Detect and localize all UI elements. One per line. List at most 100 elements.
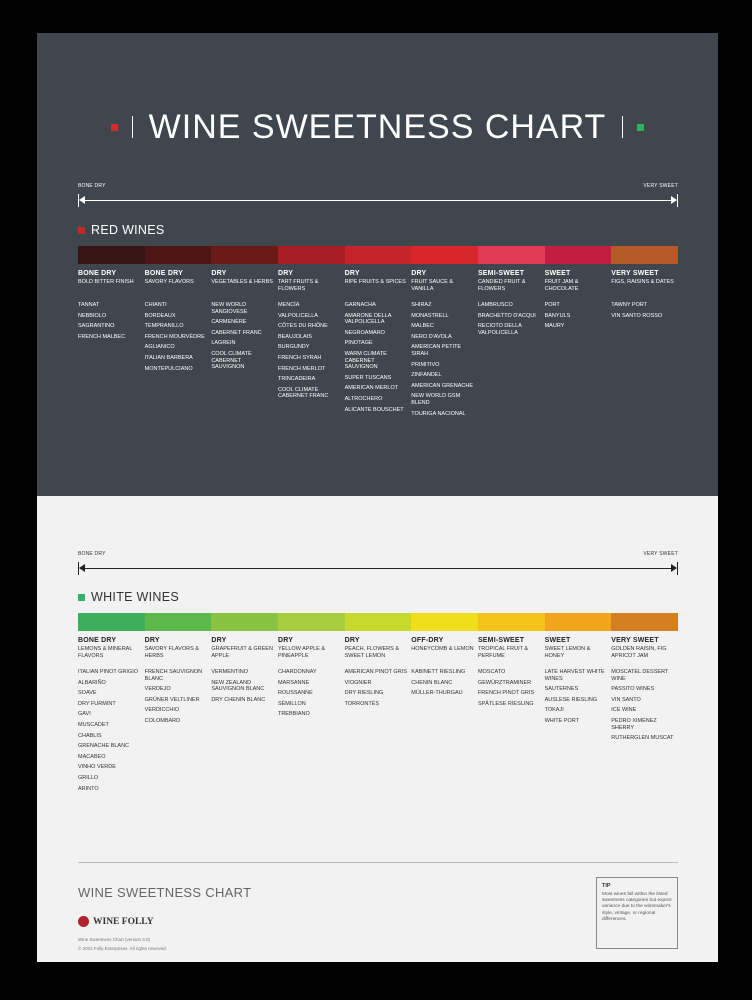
wine-list: LATE HARVEST WHITE WINES SAUTERNES AUSLESE… — [545, 669, 608, 725]
red-wines-header: RED WINES — [78, 223, 165, 237]
band-segment — [278, 613, 345, 631]
wine-item: TORRONTÉS — [344, 700, 380, 707]
sweetness-column: VERY SWEET FIGS, RAISINS & DATES TAWNY POR… — [611, 270, 678, 421]
footer-title: WINE SWEETNESS CHART — [78, 885, 252, 900]
sweetness-column: DRY FRUIT SAUCE & VANILLA SHIRAZ MONASTRELL… — [411, 270, 478, 421]
wine-item: GRÜNER VELTLINER — [144, 696, 200, 703]
scale-tick-left — [78, 194, 79, 207]
column-heading: DRY — [344, 270, 360, 277]
column-subheading: SWEET LEMON & HONEY — [544, 646, 591, 659]
wine-item: ALTROCHERO — [344, 395, 383, 402]
sweetness-column: DRY GRAPEFRUIT & GREEN APPLE VERMENTINO NEW… — [211, 637, 278, 796]
green-square-icon — [637, 123, 645, 131]
wine-item: DRY FURMINT — [78, 700, 116, 707]
poster: WINE SWEETNESS CHART BONE DRY VERY SWEET… — [37, 33, 718, 962]
wine-item: GAVI — [78, 711, 91, 718]
scale-left-label: BONE DRY — [78, 551, 106, 557]
footer-divider — [78, 862, 678, 863]
wine-list: PORT BANYULS MAURY — [545, 302, 608, 330]
wine-list: MENCÍA VALPOLICELLA CÔTES DU RHÔNE BEAUJOLA… — [278, 302, 341, 400]
wine-item: FRENCH PINOT GRIS — [477, 690, 535, 697]
wine-item: NERO D'AVOLA — [411, 333, 452, 340]
band-segment — [611, 246, 679, 264]
white-columns: BONE DRY LEMONS & MINERAL FLAVORS ITALIAN … — [78, 637, 678, 796]
red-square-marker-icon — [78, 226, 85, 234]
column-subheading: VEGETABLES & HERBS — [211, 279, 273, 285]
title-row: WINE SWEETNESS CHART — [37, 107, 718, 147]
column-subheading: PEACH, FLOWERS & SWEET LEMON — [344, 646, 400, 659]
band-segment — [78, 613, 145, 631]
wine-item: PASSITO WINES — [611, 686, 655, 693]
wine-item: ALICANTE BOUSCHET — [344, 406, 404, 413]
wine-list: CHIANTI BORDEAUX TEMPRANILLO FRENCH MOURVÈD… — [145, 302, 208, 372]
wine-item: PEDRO XIMÉNEZ SHERRY — [611, 717, 657, 731]
column-heading: BONE DRY — [78, 270, 117, 277]
arrow-right-icon — [671, 564, 677, 572]
wine-item: BRACHETTO D'ACQUI — [477, 312, 536, 319]
wine-item: TOKAJI — [544, 707, 564, 714]
column-heading: VERY SWEET — [611, 270, 659, 277]
column-subheading: YELLOW APPLE & PINEAPPLE — [277, 646, 326, 659]
band-segment — [278, 246, 345, 264]
column-subheading: SAVORY FLAVORS — [144, 279, 194, 285]
scale-tick-right — [677, 562, 678, 575]
scale-line — [80, 568, 676, 569]
wine-item: DRY RIESLING — [344, 690, 384, 697]
band-segment — [344, 613, 412, 631]
wine-item: CHABLIS — [78, 732, 102, 739]
wine-item: SPÄTLESE RIESLING — [477, 700, 534, 707]
wine-item: LAGREIN — [211, 340, 236, 347]
wine-item: GRENACHE BLANC — [78, 743, 130, 750]
red-color-band — [78, 246, 679, 264]
column-subheading: FRUIT SAUCE & VANILLA — [411, 279, 454, 292]
scale-left-label: BONE DRY — [78, 183, 106, 189]
scale-tick-left — [78, 562, 79, 575]
wine-item: FRENCH SYRAH — [277, 354, 322, 361]
sweetness-column: SWEET FRUIT JAM & CHOCOLATE PORT BANYULS MAU… — [545, 270, 612, 421]
white-wines-section: BONE DRY VERY SWEET WHITE WINES BONE DRY… — [37, 496, 718, 962]
sweetness-column: BONE DRY SAVORY FLAVORS CHIANTI BORDEAUX TEM… — [145, 270, 212, 421]
wine-item: NEBBIOLO — [78, 312, 107, 319]
wine-item: NEW WORLD SANGIOVESE — [211, 302, 248, 315]
wine-item: FRENCH MOURVÈDRE — [144, 333, 205, 340]
column-subheading: RIPE FRUITS & SPICES — [344, 279, 406, 285]
wine-item: BURGUNDY — [277, 344, 310, 351]
column-subheading: HONEYCOMB & LEMON — [411, 646, 474, 652]
wine-item: FRENCH MALBEC — [78, 333, 126, 340]
wine-item: TANNAT — [78, 302, 100, 308]
wine-item: VIN SANTO ROSSO — [611, 312, 663, 319]
sweetness-column: DRY VEGETABLES & HERBS NEW WORLD SANGIOVES… — [211, 270, 278, 421]
wine-item: FRENCH SAUVIGNON BLANC — [144, 669, 203, 682]
arrow-right-icon — [671, 196, 677, 204]
wine-item: TREBBIANO — [277, 711, 310, 718]
column-subheading: FIGS, RAISINS & DATES — [611, 279, 674, 285]
wine-item: VIN SANTO — [611, 696, 641, 703]
white-color-band — [78, 613, 679, 631]
wine-item: ARINTO — [78, 785, 99, 792]
tip-box: TIP Most wines fall within the listed sw… — [596, 877, 678, 949]
wine-item: KABINETT RIESLING — [411, 669, 466, 675]
band-segment — [544, 246, 612, 264]
scale-tick-right — [677, 194, 678, 207]
wine-item: AGLIANICO — [144, 344, 175, 351]
band-segment — [478, 246, 545, 264]
wine-item: BORDEAUX — [144, 312, 176, 319]
wine-item: CÔTES DU RHÔNE — [277, 323, 328, 330]
wine-list: GARNACHA AMARONE DELLA VALPOLICELLA NEGROA… — [345, 302, 408, 413]
sweetness-column: OFF-DRY HONEYCOMB & LEMON KABINETT RIESLIN… — [411, 637, 478, 796]
wine-item: SHIRAZ — [411, 302, 432, 308]
wine-item: ITALIAN PINOT GRIGIO — [78, 669, 139, 675]
wine-item: VERDEJO — [144, 686, 171, 693]
wine-item: PRIMITIVO — [411, 361, 440, 368]
column-heading: OFF-DRY — [411, 637, 444, 644]
wine-item: WARM CLIMATE CABERNET SAUVIGNON — [344, 350, 387, 371]
sweetness-column: SEMI-SWEET CANDIED FRUIT & FLOWERS LAMBRUS… — [478, 270, 545, 421]
wine-item: SOAVE — [78, 690, 97, 697]
wine-item: VALPOLICELLA — [277, 312, 318, 319]
wine-item: AMERICAN PINOT GRIS — [344, 669, 407, 675]
column-heading: DRY — [344, 637, 360, 644]
white-wines-label: WHITE WINES — [91, 590, 180, 604]
red-square-icon — [110, 123, 118, 131]
wine-item: SÉMILLON — [277, 700, 306, 707]
wine-list: TANNAT NEBBIOLO SAGRANTINO FRENCH MALBEC — [78, 302, 141, 340]
